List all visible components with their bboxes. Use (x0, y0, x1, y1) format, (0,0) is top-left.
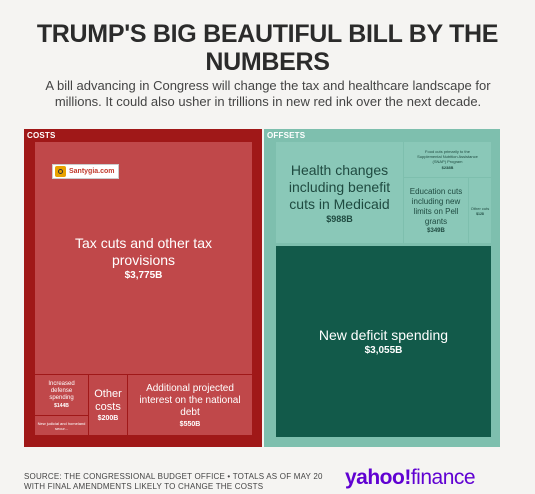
cell-value: $349B (427, 228, 445, 234)
cell-value: $550B (179, 420, 201, 428)
treemap-cell-judicial: New judicial and homeland secur... (35, 416, 88, 435)
offsets-section: OFFSETS Health changes including benefit… (264, 129, 500, 447)
treemap-cell-tax-cuts: Tax cuts and other tax provisions $3,775… (35, 142, 252, 374)
cell-label: Increased defense spending (48, 381, 75, 401)
source-note: SOURCE: THE CONGRESSIONAL BUDGET OFFICE … (24, 472, 323, 491)
treemap-cell-interest: Additional projected interest on the nat… (128, 375, 252, 435)
cell-value: $988B (326, 213, 353, 224)
cell-label: Other costs (94, 388, 122, 413)
watermark: Santygia.com (52, 164, 119, 179)
camera-icon (55, 166, 66, 177)
cell-label: Food cuts primarily to the Supplemental … (417, 149, 478, 164)
yahoo-finance-logo: yahoo!finance (345, 466, 476, 490)
offsets-label: OFFSETS (267, 131, 306, 140)
cell-value: $3,055B (364, 345, 403, 356)
cell-value: $128 (476, 211, 484, 216)
watermark-text: Santygia.com (69, 168, 115, 175)
cell-label: Education cuts including new limits on P… (409, 187, 463, 226)
costs-section: COSTS Tax cuts and other tax provisions … (24, 129, 262, 447)
treemap-cell-deficit: New deficit spending $3,055B (276, 246, 491, 437)
cell-value: $3,775B (124, 270, 163, 281)
cell-value: $144B (54, 403, 69, 409)
cell-label: Tax cuts and other tax provisions (75, 235, 212, 268)
treemap-cell-health: Health changes including benefit cuts in… (276, 142, 403, 243)
cell-label: New judicial and homeland secur... (37, 420, 86, 431)
treemap-cell-food: Food cuts primarily to the Supplemental … (404, 142, 491, 177)
cell-value: $200B (97, 415, 119, 422)
cell-label: Health changes including benefit cuts in… (288, 161, 391, 212)
treemap-cell-other-cuts: Other cuts $128 (469, 178, 491, 243)
treemap-cell-defense: Increased defense spending $144B (35, 375, 88, 415)
logo-sub: finance (410, 466, 476, 489)
cell-label: Additional projected interest on the nat… (139, 382, 241, 418)
cell-label: Other cuts (470, 205, 490, 211)
treemap-cell-education: Education cuts including new limits on P… (404, 178, 468, 243)
logo-main: yahoo! (345, 466, 411, 489)
cell-value: $238B (441, 165, 454, 170)
page-subtitle: A bill advancing in Congress will change… (45, 78, 491, 109)
page-title: TRUMP'S BIG BEAUTIFUL BILL BY THE NUMBER… (36, 20, 499, 76)
cell-label: New deficit spending (318, 327, 449, 343)
treemap-cell-other-costs: Other costs $200B (89, 375, 127, 435)
costs-label: COSTS (27, 131, 56, 140)
